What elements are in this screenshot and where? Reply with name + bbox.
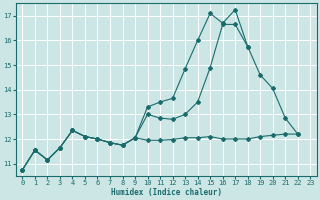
X-axis label: Humidex (Indice chaleur): Humidex (Indice chaleur) — [111, 188, 222, 197]
